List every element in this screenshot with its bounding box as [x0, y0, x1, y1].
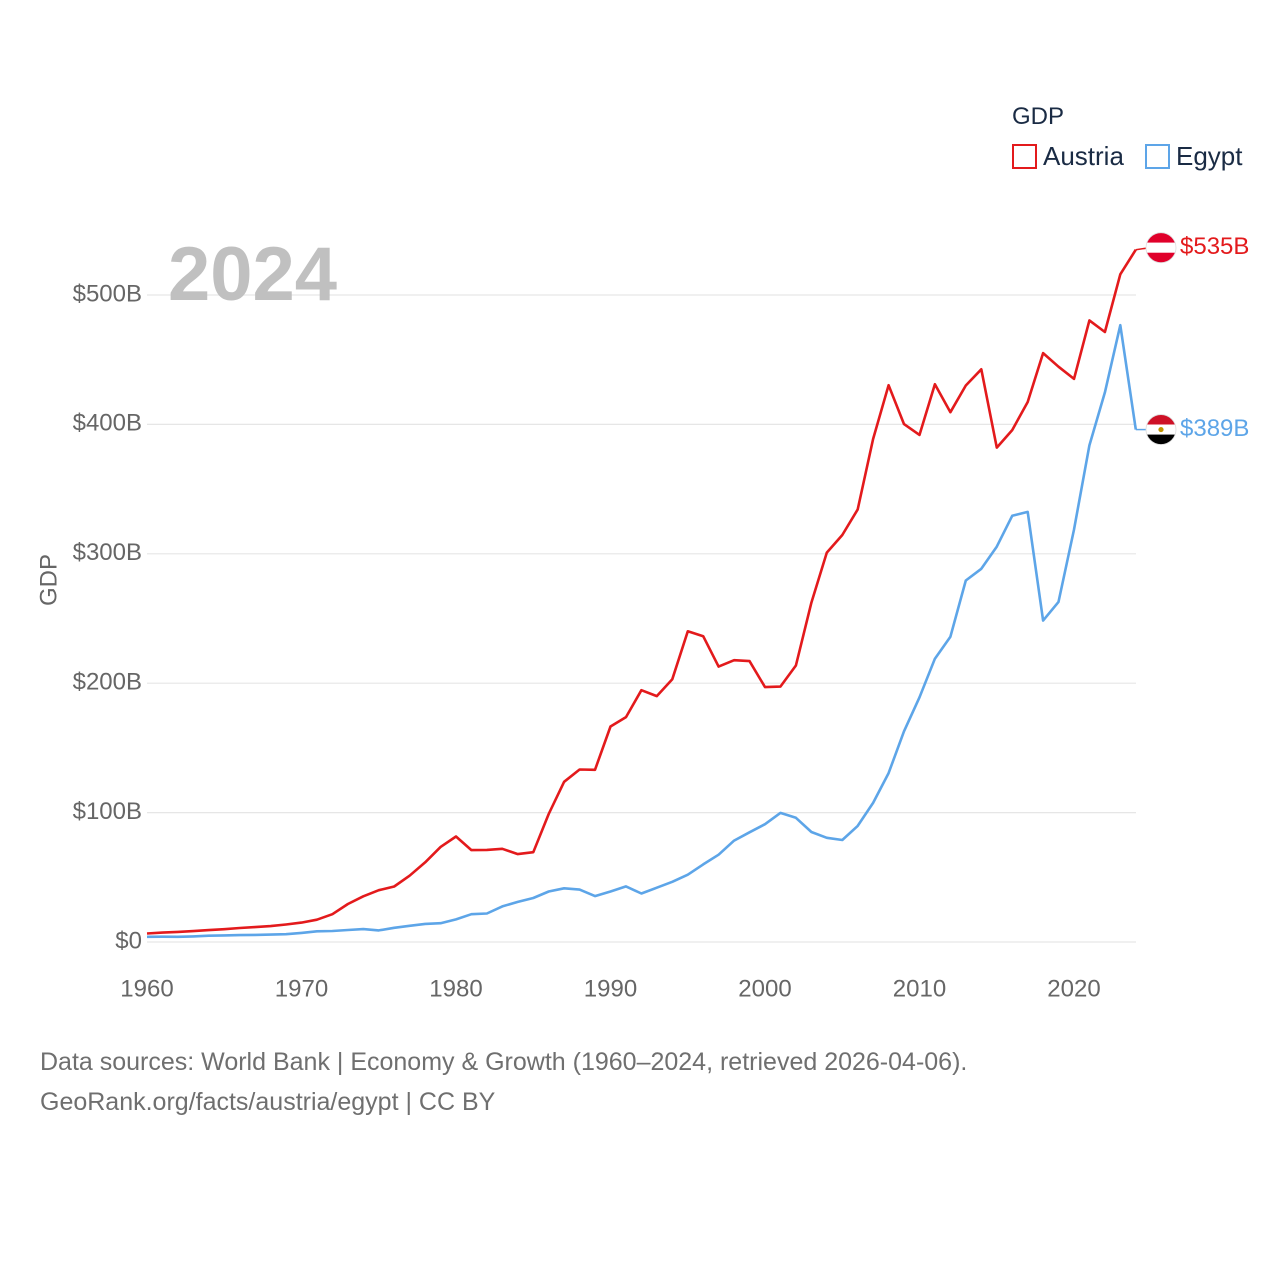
egypt-flag-icon — [1145, 414, 1177, 445]
source-link[interactable]: GeoRank.org/facts/austria/egypt | CC BY — [40, 1088, 496, 1116]
x-tick-label: 1990 — [584, 975, 637, 1002]
series-line-austria — [146, 249, 1137, 935]
x-tick-label: 1960 — [120, 975, 173, 1002]
legend-label-austria: Austria — [1043, 141, 1124, 171]
series-end-labels: $535B $389B — [1135, 232, 1249, 445]
data-sources-note: Data sources: World Bank | Economy & Gro… — [40, 1048, 968, 1076]
series-lines — [146, 249, 1138, 939]
y-tick-label: $100B — [73, 798, 142, 825]
year-label: 2024 — [168, 232, 337, 317]
legend-swatch-austria — [1012, 144, 1037, 169]
x-axis-ticks: 1960 1970 1980 1990 2000 2010 2020 — [120, 975, 1100, 1002]
y-tick-label: $500B — [73, 280, 142, 307]
series-line-egypt — [146, 323, 1138, 939]
legend-title: GDP — [1012, 103, 1064, 130]
legend: GDP Austria Egypt — [1012, 103, 1243, 171]
x-tick-label: 1970 — [275, 975, 328, 1002]
gridlines — [147, 294, 1136, 943]
y-axis-title: GDP — [35, 554, 62, 606]
end-value-label-austria: $535B — [1180, 233, 1249, 260]
x-tick-label: 2000 — [738, 975, 791, 1002]
legend-label-egypt: Egypt — [1176, 141, 1243, 171]
austria-flag-icon — [1145, 232, 1177, 264]
x-tick-label: 2010 — [893, 975, 946, 1002]
y-tick-label: $400B — [73, 410, 142, 437]
x-tick-label: 2020 — [1047, 975, 1100, 1002]
legend-swatch-egypt — [1145, 144, 1170, 169]
y-tick-label: $300B — [73, 539, 142, 566]
y-axis-ticks: $0 $100B $200B $300B $400B $500B — [73, 280, 142, 954]
y-tick-label: $200B — [73, 669, 142, 696]
footer: Data sources: World Bank | Economy & Gro… — [40, 1042, 967, 1122]
x-tick-label: 1980 — [429, 975, 482, 1002]
y-tick-label: $0 — [115, 927, 142, 954]
end-value-label-egypt: $389B — [1180, 415, 1249, 442]
